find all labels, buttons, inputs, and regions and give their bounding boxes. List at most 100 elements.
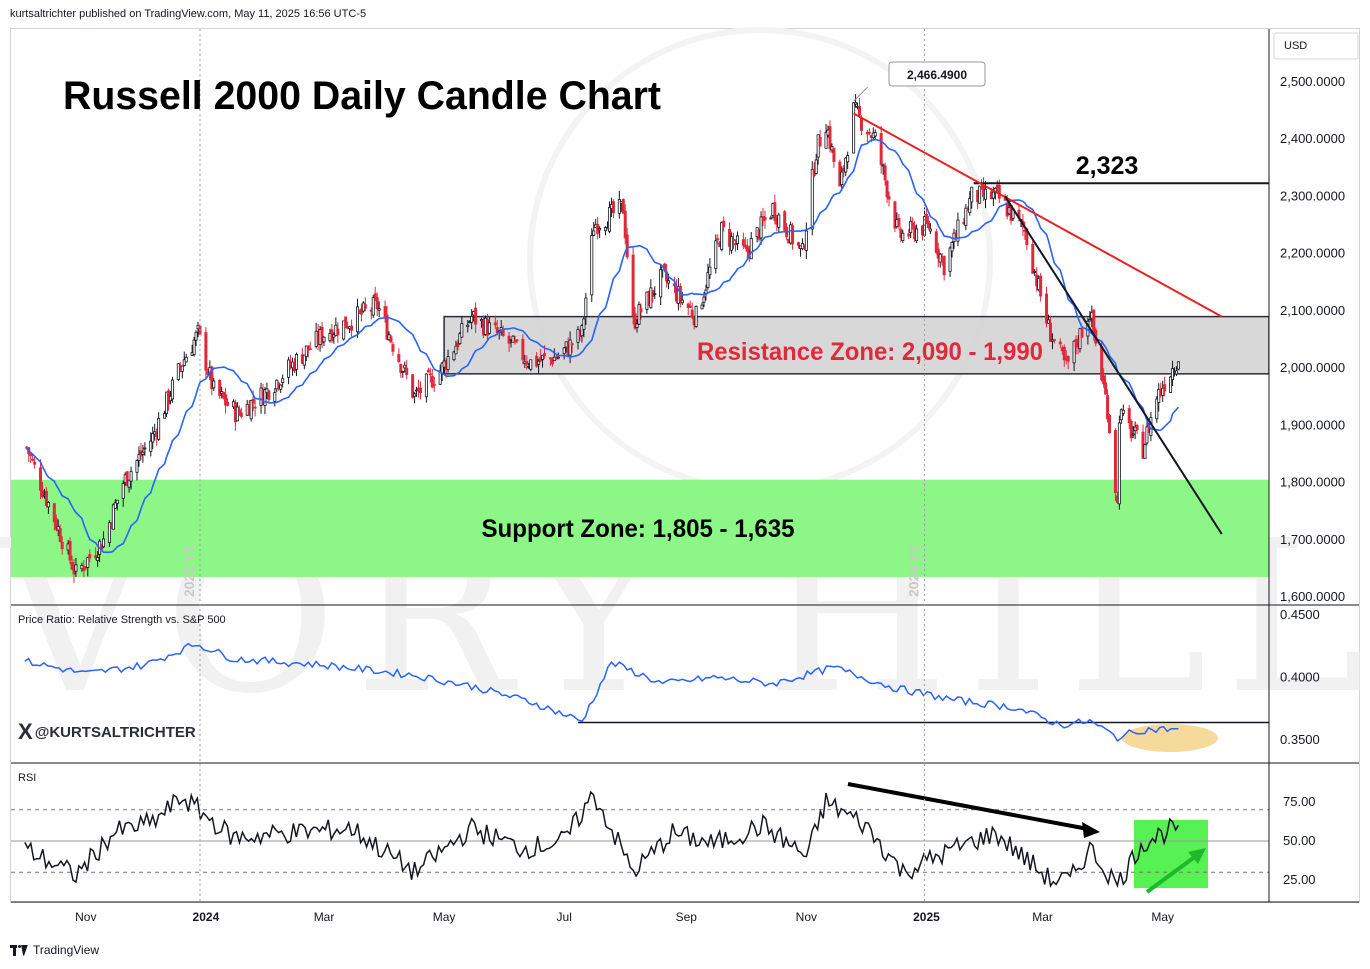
candle[interactable] xyxy=(1169,376,1173,393)
candle[interactable] xyxy=(94,555,98,559)
candle[interactable] xyxy=(460,323,464,338)
candle[interactable] xyxy=(556,356,560,359)
candle[interactable] xyxy=(1088,319,1092,322)
candle[interactable] xyxy=(125,471,129,487)
candle[interactable] xyxy=(1157,388,1161,403)
ratio-panel[interactable] xyxy=(24,642,1269,752)
candle[interactable] xyxy=(639,308,643,313)
candle[interactable] xyxy=(151,433,155,443)
candle[interactable] xyxy=(702,296,706,303)
candle[interactable] xyxy=(1171,368,1175,380)
candle[interactable] xyxy=(631,254,635,317)
candle[interactable] xyxy=(249,400,253,420)
candle[interactable] xyxy=(294,353,298,370)
candle[interactable] xyxy=(562,347,566,355)
candle[interactable] xyxy=(371,297,375,316)
candle[interactable] xyxy=(1106,395,1110,420)
candle[interactable] xyxy=(867,131,871,134)
candle[interactable] xyxy=(814,159,818,174)
candle[interactable] xyxy=(389,336,393,343)
candle[interactable] xyxy=(649,287,653,308)
candle[interactable] xyxy=(706,272,710,288)
candle[interactable] xyxy=(251,398,255,404)
candle[interactable] xyxy=(873,132,877,137)
candle[interactable] xyxy=(1066,356,1070,362)
candle[interactable] xyxy=(212,380,216,389)
candle[interactable] xyxy=(1108,415,1112,434)
candle[interactable] xyxy=(86,557,90,568)
candle[interactable] xyxy=(879,132,883,166)
candles[interactable] xyxy=(25,94,1180,583)
candle[interactable] xyxy=(163,413,167,419)
candle[interactable] xyxy=(617,199,621,214)
candle[interactable] xyxy=(480,319,484,322)
candle[interactable] xyxy=(363,304,367,309)
candle[interactable] xyxy=(659,269,663,298)
candle[interactable] xyxy=(592,230,596,236)
candle[interactable] xyxy=(1039,275,1043,297)
candle[interactable] xyxy=(991,191,995,199)
candle[interactable] xyxy=(218,380,222,396)
candle[interactable] xyxy=(180,365,184,372)
candle[interactable] xyxy=(688,305,692,308)
candle[interactable] xyxy=(1047,319,1051,324)
candle[interactable] xyxy=(44,490,48,506)
candle[interactable] xyxy=(373,293,377,300)
candle[interactable] xyxy=(637,304,641,325)
candle[interactable] xyxy=(454,345,458,355)
candle[interactable] xyxy=(46,502,50,508)
candle[interactable] xyxy=(438,370,442,385)
candle[interactable] xyxy=(391,344,395,352)
candle[interactable] xyxy=(598,227,602,231)
candle[interactable] xyxy=(1155,398,1159,420)
candle[interactable] xyxy=(204,332,208,371)
candle[interactable] xyxy=(487,322,491,334)
candle[interactable] xyxy=(424,373,428,398)
candle[interactable] xyxy=(1145,426,1149,444)
footer-brand[interactable]: TradingView xyxy=(10,943,99,957)
candle[interactable] xyxy=(858,105,862,116)
candle[interactable] xyxy=(121,483,125,499)
candle[interactable] xyxy=(74,564,78,572)
candle[interactable] xyxy=(550,358,554,365)
candle[interactable] xyxy=(135,460,139,473)
candle[interactable] xyxy=(1131,433,1135,436)
candle[interactable] xyxy=(680,299,684,304)
candle[interactable] xyxy=(635,323,639,328)
candle[interactable] xyxy=(525,361,529,365)
candle[interactable] xyxy=(279,384,283,390)
candle[interactable] xyxy=(818,136,822,147)
candle[interactable] xyxy=(625,234,629,258)
candle[interactable] xyxy=(883,165,887,181)
candle[interactable] xyxy=(1127,408,1131,424)
candle[interactable] xyxy=(515,339,519,342)
candle[interactable] xyxy=(1104,382,1108,395)
candle[interactable] xyxy=(182,359,186,367)
candle[interactable] xyxy=(428,373,432,376)
candle[interactable] xyxy=(306,345,310,351)
candle[interactable] xyxy=(621,198,625,214)
candle[interactable] xyxy=(263,389,267,406)
candle[interactable] xyxy=(237,409,241,414)
candle[interactable] xyxy=(623,210,627,239)
candle[interactable] xyxy=(824,131,828,149)
candle[interactable] xyxy=(928,228,932,232)
candle[interactable] xyxy=(730,236,734,251)
candle[interactable] xyxy=(763,217,767,221)
candle[interactable] xyxy=(859,118,863,131)
candle[interactable] xyxy=(897,217,901,227)
candle[interactable] xyxy=(397,354,401,363)
candle[interactable] xyxy=(375,297,379,309)
candle[interactable] xyxy=(137,454,141,461)
candle[interactable] xyxy=(733,243,737,246)
candle[interactable] xyxy=(60,541,64,550)
candle[interactable] xyxy=(336,328,340,336)
candle[interactable] xyxy=(403,364,407,369)
candle[interactable] xyxy=(129,471,133,482)
candle[interactable] xyxy=(964,207,968,226)
candle[interactable] xyxy=(984,188,988,200)
candle[interactable] xyxy=(267,390,271,400)
candle[interactable] xyxy=(741,239,745,246)
candle[interactable] xyxy=(281,378,285,383)
candle[interactable] xyxy=(570,343,574,346)
